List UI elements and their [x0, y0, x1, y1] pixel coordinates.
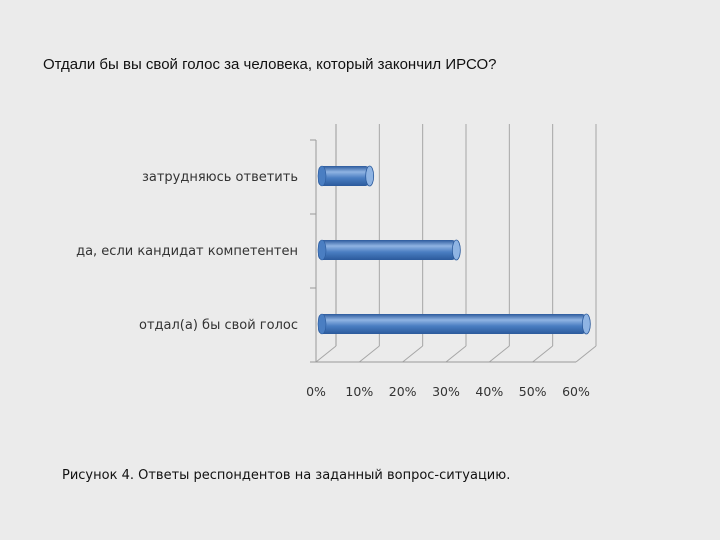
bar-base-2 — [317, 313, 327, 335]
x-tick-label-4: 40% — [475, 384, 503, 399]
x-tick-label-6: 60% — [562, 384, 590, 399]
floor-line-4 — [489, 345, 510, 363]
x-tick-label-2: 20% — [389, 384, 417, 399]
bar-cap-2 — [581, 313, 591, 335]
category-label-1: да, если кандидат компетентен — [76, 244, 298, 259]
bar-1 — [318, 240, 457, 260]
floor-line-0 — [315, 345, 337, 363]
bar-base-1 — [317, 239, 327, 261]
chart-axes — [310, 124, 576, 363]
bar-cap-1 — [451, 239, 461, 261]
x-tick-label-5: 50% — [519, 384, 547, 399]
x-tick-label-1: 10% — [345, 384, 373, 399]
bar-base-0 — [317, 165, 327, 187]
floor-line-3 — [445, 345, 467, 363]
slide-heading: Отдали бы вы свой голос за человека, кот… — [43, 56, 497, 73]
chart-bars — [317, 165, 591, 335]
x-tick-label-0: 0% — [306, 384, 326, 399]
x-tick-label-3: 30% — [432, 384, 460, 399]
floor-line-1 — [359, 345, 380, 363]
bar-2 — [318, 314, 587, 334]
category-label-2: отдал(а) бы свой голос — [139, 318, 298, 333]
floor-line-2 — [402, 345, 423, 363]
category-label-0: затрудняюсь ответить — [142, 170, 298, 185]
bar-0 — [318, 166, 370, 186]
floor-line-5 — [532, 345, 553, 363]
figure-caption: Рисунок 4. Ответы респондентов на заданн… — [62, 468, 511, 483]
floor-line-6 — [575, 345, 597, 363]
chart-labels: затрудняюсь ответить да, если кандидат ко… — [76, 170, 590, 399]
bar-cap-0 — [365, 165, 375, 187]
